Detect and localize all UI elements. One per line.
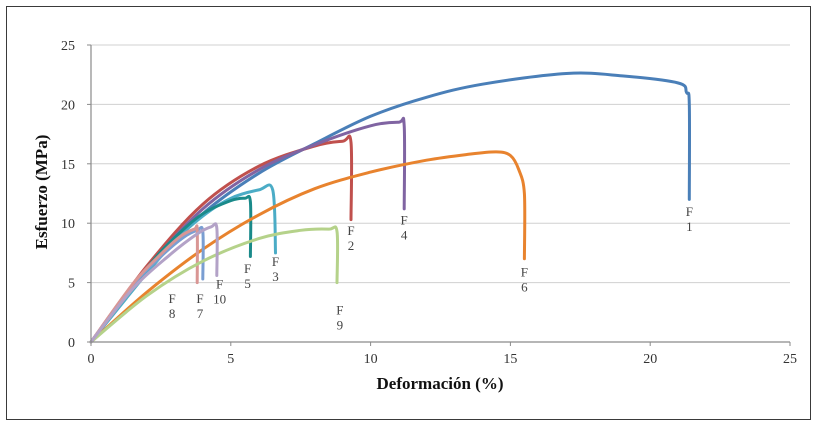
y-axis-title: Esfuerzo (MPa) <box>32 135 51 250</box>
series-line-f9 <box>89 225 340 344</box>
x-tick-label-5: 5 <box>227 352 234 367</box>
y-tick-label-25: 25 <box>61 39 75 54</box>
series-line-f4 <box>89 116 407 344</box>
series-lines <box>89 71 692 344</box>
series-line-f10 <box>89 222 219 344</box>
y-tick-label-15: 15 <box>61 158 75 173</box>
x-tick-label-25: 25 <box>783 352 797 367</box>
axes <box>87 44 791 346</box>
y-tick-label-5: 5 <box>68 277 75 292</box>
x-tick-label-10: 10 <box>364 352 378 367</box>
x-tick-labels: 0 5 10 15 20 25 <box>88 352 798 367</box>
y-tick-label-0: 0 <box>68 336 75 351</box>
series-line-f8 <box>89 224 199 344</box>
x-tick-label-15: 15 <box>503 352 517 367</box>
y-tick-label-20: 20 <box>61 98 75 113</box>
failure-label-f10: F 10 <box>213 277 226 307</box>
y-tick-label-10: 10 <box>61 217 75 232</box>
series-line-f1 <box>89 71 692 344</box>
chart-frame <box>6 6 811 420</box>
y-tick-labels: 0 5 10 15 20 25 <box>61 39 75 351</box>
series-line-f2 <box>89 134 354 344</box>
grid-lines <box>91 44 790 284</box>
failure-labels: F 1 F 2 F 3 F 4 F 5 F 6 F 7 F 8 F 9 F 10 <box>168 204 692 333</box>
x-axis-title: Deformación (%) <box>377 374 504 393</box>
series-line-f6 <box>89 150 527 344</box>
x-tick-label-0: 0 <box>88 352 95 367</box>
x-tick-label-20: 20 <box>643 352 657 367</box>
